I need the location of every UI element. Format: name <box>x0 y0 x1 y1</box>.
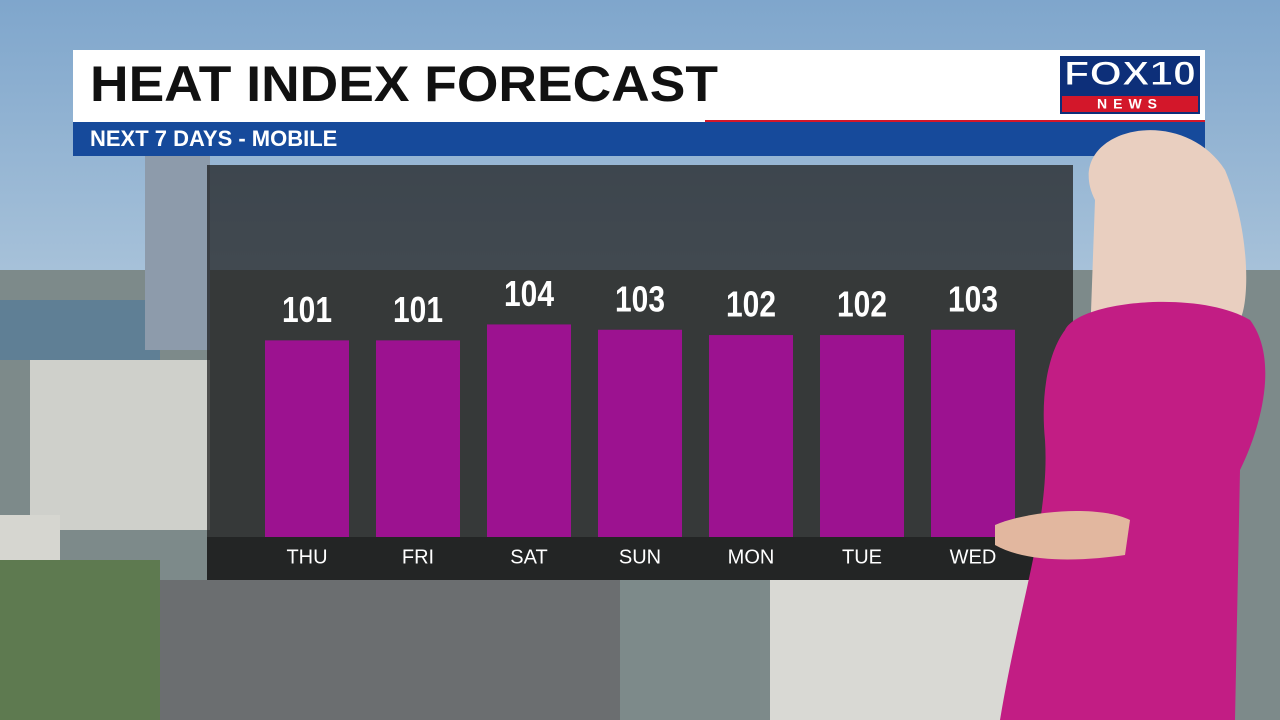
value-label: 101 <box>393 289 443 330</box>
category-label: SAT <box>510 546 547 568</box>
presenter-dress <box>1000 301 1266 720</box>
presenter <box>995 130 1266 720</box>
category-label: MON <box>728 546 775 568</box>
trees <box>0 560 160 720</box>
subtitle-bar <box>73 122 1205 156</box>
building <box>30 360 210 530</box>
logo-sub: NEWS <box>1097 96 1163 112</box>
presenter-hands <box>995 510 1130 560</box>
label-strip <box>207 537 1073 580</box>
chart-subtitle: NEXT 7 DAYS - MOBILE <box>90 126 337 151</box>
bar <box>487 324 571 537</box>
tower <box>145 150 210 350</box>
building <box>770 580 1030 720</box>
bar <box>376 340 460 537</box>
value-label: 103 <box>615 278 665 319</box>
bar <box>931 329 1015 537</box>
value-label: 102 <box>726 284 776 325</box>
category-label: FRI <box>402 546 434 568</box>
value-label: 103 <box>948 278 998 319</box>
title-bar <box>73 50 1205 122</box>
bar <box>265 340 349 537</box>
category-label: TUE <box>842 546 882 568</box>
presenter-hair <box>1088 130 1247 340</box>
bar <box>820 335 904 537</box>
bar-group: 101 THU 101 FRI 104 SAT 103 SUN 102 MON 102 TUE 103 W… <box>265 273 1015 568</box>
parking-lot <box>160 580 620 720</box>
bar <box>598 329 682 537</box>
value-label: 101 <box>282 289 332 330</box>
logo-text: FOX10 <box>1064 55 1196 93</box>
value-label: 104 <box>504 273 554 314</box>
category-label: SUN <box>619 546 661 568</box>
logo-band <box>1062 96 1198 112</box>
chart-title: HEAT INDEX FORECAST <box>90 56 718 112</box>
bar <box>709 335 793 537</box>
category-label: THU <box>286 546 327 568</box>
value-label: 102 <box>837 284 887 325</box>
category-label: WED <box>950 546 997 568</box>
bay <box>0 300 160 360</box>
